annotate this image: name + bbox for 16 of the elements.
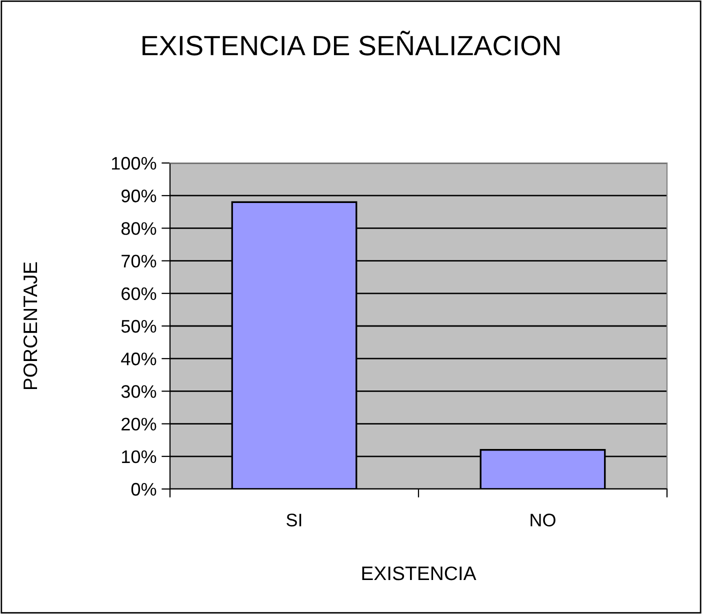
y-tick-label: 100% xyxy=(112,156,156,170)
y-tick-label: 10% xyxy=(122,450,156,464)
y-tick-label: 60% xyxy=(122,287,156,300)
y-tick-label: 0% xyxy=(131,482,156,496)
y-tick-label: 50% xyxy=(121,320,156,333)
x-tick-label: NO xyxy=(530,514,556,526)
y-tick-label: 70% xyxy=(122,254,156,268)
y-tick-label: 30% xyxy=(121,385,156,398)
y-tick-label: 90% xyxy=(122,190,156,202)
chart-title: EXISTENCIA DE SEÑALIZACION xyxy=(142,30,560,56)
x-axis-title: EXISTENCIA xyxy=(362,566,476,580)
y-tick-label: 20% xyxy=(122,418,156,431)
y-axis-title: PORCENTAJE xyxy=(23,262,38,390)
x-tick-label: SI xyxy=(286,514,302,526)
y-tick-label: 40% xyxy=(121,352,156,366)
y-tick-label: 80% xyxy=(121,222,156,235)
